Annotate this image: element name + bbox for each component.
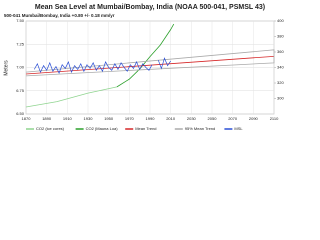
y2-tick-label: 340 [277,65,284,70]
legend-label: 95% Mean Trend [185,126,215,131]
x-tick-label: 1890 [42,116,52,121]
legend-label: MSL [234,126,243,131]
x-tick-label: 1970 [125,116,135,121]
legend-label: CO2 (ice cores) [36,126,65,131]
series-line [25,86,118,108]
series-line [33,57,171,74]
y2-tick-label: 320 [277,80,284,85]
x-tick-label: 2110 [270,116,279,121]
y2-tick-label: 400 [277,18,284,23]
y-tick-label: 6.50 [16,111,25,116]
series-line [25,49,275,77]
y-tick-label: 7.25 [16,41,25,46]
x-tick-label: 1910 [63,116,73,121]
x-tick-label: 2010 [166,116,176,121]
series-line [116,23,175,88]
legend-label: CO2 (Mauna Loa) [86,126,119,131]
y2-tick-label: 380 [277,34,284,39]
y-tick-label: 7.50 [16,18,25,23]
x-tick-label: 1990 [146,116,156,121]
y-tick-label: 7.00 [16,65,25,70]
chart-subtitle: 500-041 Mumbai/Bombay, India +0.80 +/- 0… [4,13,115,18]
x-tick-label: 2090 [249,116,259,121]
x-tick-label: 2050 [208,116,218,121]
series-line [25,55,275,75]
x-tick-label: 1950 [104,116,114,121]
x-tick-label: 2070 [228,116,238,121]
x-tick-label: 1930 [84,116,94,121]
y2-tick-label: 360 [277,49,284,54]
y-tick-label: 6.75 [16,88,25,93]
x-tick-label: 2030 [187,116,197,121]
x-tick-label: 1870 [22,116,32,121]
y-axis-label: Meters [3,60,9,76]
y2-tick-label: 300 [277,96,284,101]
legend-label: Mean Trend [135,126,156,131]
chart: Mean Sea Level at Mumbai/Bombay, India (… [3,3,285,132]
chart-title: Mean Sea Level at Mumbai/Bombay, India (… [35,4,265,11]
